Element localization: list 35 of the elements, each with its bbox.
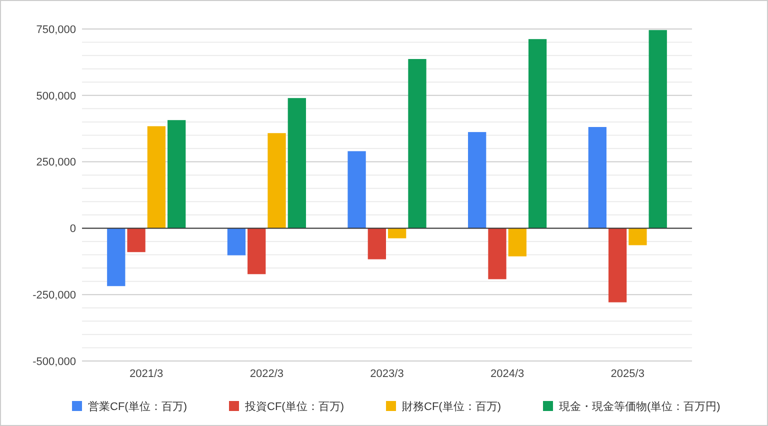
legend-label: 投資CF(単位：百万) [244,400,344,413]
bar [488,228,506,280]
bar [248,228,266,274]
y-tick-label: -500,000 [32,356,76,368]
x-tick-label: 2024/3 [490,368,524,380]
bar [508,228,526,256]
x-tick-label: 2021/3 [130,368,164,380]
bar [348,151,366,228]
legend-label: 現金・現金等価物(単位：百万円) [559,400,720,413]
bar [288,98,306,228]
bar [588,127,606,228]
bar [168,120,186,228]
bar [107,228,126,286]
bar [268,133,286,228]
y-tick-label: -250,000 [32,289,76,302]
legend-label: 営業CF(単位：百万) [88,400,187,413]
y-tick-label: 250,000 [36,156,76,169]
legend-label: 財務CF(単位：百万) [402,400,501,413]
bar [528,39,547,228]
x-tick-label: 2025/3 [610,368,644,380]
y-tick-label: 750,000 [36,24,76,36]
x-tick-label: 2023/3 [370,368,404,380]
bar [368,228,386,260]
bar [227,228,246,256]
bar [408,59,426,228]
y-tick-label: 0 [70,223,76,236]
x-tick-label: 2022/3 [250,368,284,380]
bar [648,30,667,228]
bar [468,132,486,228]
bar [608,228,627,302]
bar [628,228,647,246]
bar [147,126,166,228]
bar [127,228,146,252]
bar [388,228,406,238]
y-tick-label: 500,000 [36,90,76,102]
